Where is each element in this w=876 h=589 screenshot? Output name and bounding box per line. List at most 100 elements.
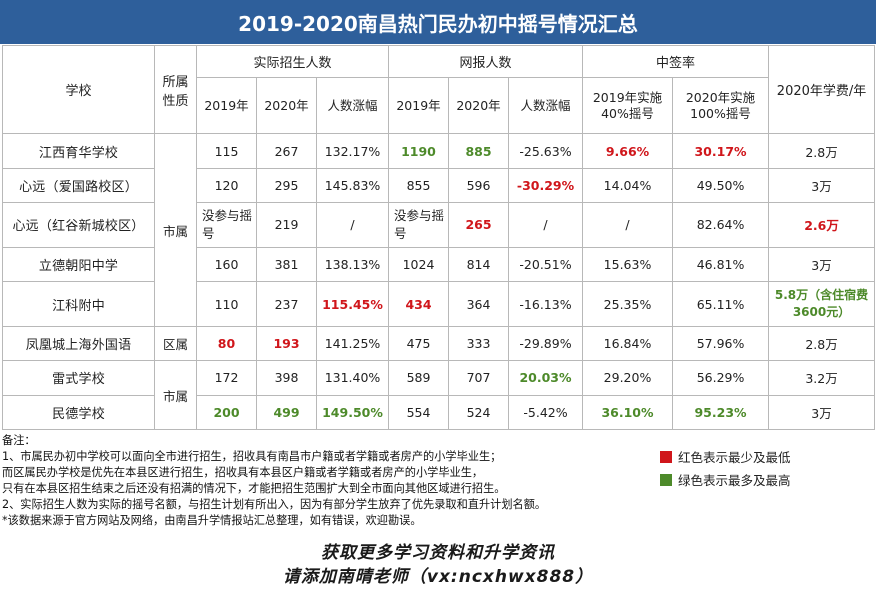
- actual-growth: 145.83%: [316, 167, 389, 204]
- header-online-2020: 2020年: [448, 77, 509, 135]
- rate-2019: 14.04%: [582, 167, 674, 204]
- actual-2019: 115: [196, 133, 257, 169]
- online-2020: 885: [448, 133, 509, 169]
- rate-2020: 30.17%: [672, 133, 770, 169]
- rate-2020: 95.23%: [672, 394, 770, 431]
- tuition-fee: 2.6万: [768, 202, 876, 248]
- actual-2020: 398: [256, 360, 317, 396]
- online-2019: 434: [388, 281, 449, 327]
- school-name: 心远（爱国路校区）: [2, 167, 155, 204]
- header-fee: 2020年学费/年: [768, 44, 876, 135]
- online-growth: /: [507, 202, 584, 248]
- online-2019: 1190: [388, 133, 449, 169]
- actual-2019: 110: [196, 281, 257, 327]
- online-2020: 265: [448, 202, 509, 248]
- tuition-fee: 3万: [768, 394, 876, 431]
- rate-2019: 29.20%: [582, 360, 674, 396]
- rate-2019: 16.84%: [582, 325, 674, 362]
- online-growth: -20.51%: [507, 246, 584, 283]
- actual-2019: 160: [196, 246, 257, 283]
- rate-2020: 56.29%: [672, 360, 770, 396]
- school-name: 江西育华学校: [2, 133, 155, 169]
- actual-2020: 295: [256, 167, 317, 204]
- page-title: 2019-2020南昌热门民办初中摇号情况汇总: [0, 0, 876, 44]
- table-row: 雷式学校 市属 172 398 131.40% 589 707 20.03% 2…: [2, 360, 876, 430]
- header-online-growth: 人数涨幅: [507, 77, 584, 135]
- rate-2020: 57.96%: [672, 325, 770, 362]
- rate-2019: 15.63%: [582, 246, 674, 283]
- online-growth: -25.63%: [507, 133, 584, 169]
- rate-2020: 49.50%: [672, 167, 770, 204]
- school-name: 江科附中: [2, 281, 155, 327]
- online-2020: 814: [448, 246, 509, 283]
- rate-2019: 25.35%: [582, 281, 674, 327]
- header-nature: 所属性质: [154, 44, 197, 135]
- nature-city: 市属: [154, 360, 197, 430]
- header-rate-2020: 2020年实施100%摇号: [672, 77, 770, 135]
- online-2019: 没参与摇号: [388, 202, 449, 248]
- notes-heading: 备注：: [2, 434, 36, 447]
- online-growth: -30.29%: [507, 167, 584, 204]
- online-growth: 20.03%: [507, 360, 584, 396]
- actual-2020: 499: [256, 394, 317, 431]
- header-rate: 中签率: [582, 44, 770, 79]
- online-2020: 596: [448, 167, 509, 204]
- school-name: 雷式学校: [2, 360, 155, 396]
- note-line: *该数据来源于官方网站及网络，由南昌升学情报站汇总整理，如有错误，欢迎勘误。: [2, 514, 422, 527]
- actual-growth: 115.45%: [316, 281, 389, 327]
- actual-2020: 267: [256, 133, 317, 169]
- note-line: 而区属民办学校是优先在本县区进行招生，招收具有本县区户籍或者学籍或者房产的小学毕…: [2, 466, 484, 479]
- actual-2019: 120: [196, 167, 257, 204]
- table-row: 民德学校 200 499 149.50% 554 524 -5.42% 36.1…: [2, 394, 876, 431]
- actual-growth: 138.13%: [316, 246, 389, 283]
- note-line: 1、市属民办初中学校可以面向全市进行招生，招收具有南昌市户籍或者学籍或者房产的小…: [2, 450, 502, 463]
- school-name: 立德朝阳中学: [2, 246, 155, 283]
- online-growth: -29.89%: [507, 325, 584, 362]
- footer-line-1: 获取更多学习资料和升学资讯: [321, 543, 555, 563]
- tuition-fee: 3万: [768, 246, 876, 283]
- tuition-fee: 2.8万: [768, 325, 876, 362]
- header-online: 网报人数: [387, 44, 584, 79]
- note-line: 只有在本县区招生结束之后还没有招满的情况下，才能把招生范围扩大到全市面向其他区域…: [2, 482, 506, 495]
- rate-2019: 36.10%: [582, 394, 674, 431]
- header-actual-2019: 2019年: [196, 77, 257, 135]
- rate-2020: 82.64%: [672, 202, 770, 248]
- legend-red-label: 红色表示最少及最低: [678, 450, 791, 465]
- school-name: 凤凰城上海外国语: [2, 325, 155, 362]
- online-2019: 554: [388, 394, 449, 431]
- actual-2020: 237: [256, 281, 317, 327]
- actual-2019: 没参与摇号: [196, 202, 257, 248]
- rate-2020: 46.81%: [672, 246, 770, 283]
- actual-growth: 149.50%: [316, 394, 389, 431]
- legend-green: 绿色表示最多及最高: [660, 470, 791, 489]
- header-actual-growth: 人数涨幅: [316, 77, 389, 135]
- header-online-2019: 2019年: [388, 77, 449, 135]
- actual-growth: 141.25%: [316, 325, 389, 362]
- table-row: 凤凰城上海外国语 区属 80 193 141.25% 475 333 -29.8…: [2, 325, 876, 362]
- nature-district: 区属: [154, 325, 197, 362]
- online-2020: 707: [448, 360, 509, 396]
- actual-2019: 172: [196, 360, 257, 396]
- rate-2019: 9.66%: [582, 133, 674, 169]
- header-actual-2020: 2020年: [256, 77, 317, 135]
- actual-2019: 80: [196, 325, 257, 362]
- red-swatch-icon: [660, 450, 672, 463]
- online-2019: 855: [388, 167, 449, 204]
- online-2019: 475: [388, 325, 449, 362]
- admission-table: 学校 所属性质 实际招生人数 网报人数 中签率 2020年学费/年 2019年 …: [2, 44, 876, 431]
- online-2019: 1024: [388, 246, 449, 283]
- green-swatch-icon: [660, 473, 672, 486]
- school-name: 民德学校: [2, 394, 155, 431]
- online-growth: -5.42%: [507, 394, 584, 431]
- table-row: 心远（爱国路校区） 120 295 145.83% 855 596 -30.29…: [2, 167, 876, 204]
- rate-2019: /: [582, 202, 674, 248]
- online-2020: 333: [448, 325, 509, 362]
- legend-red: 红色表示最少及最低: [660, 447, 791, 466]
- school-name: 心远（红谷新城校区）: [2, 202, 155, 248]
- footer-line-2: 请添加南晴老师（vx:ncxhwx888）: [282, 567, 594, 587]
- actual-growth: 131.40%: [316, 360, 389, 396]
- table-row: 立德朝阳中学 160 381 138.13% 1024 814 -20.51% …: [2, 246, 876, 283]
- rate-2020: 65.11%: [672, 281, 770, 327]
- actual-2020: 381: [256, 246, 317, 283]
- table-row: 心远（红谷新城校区） 没参与摇号 219 / 没参与摇号 265 / / 82.…: [2, 202, 876, 248]
